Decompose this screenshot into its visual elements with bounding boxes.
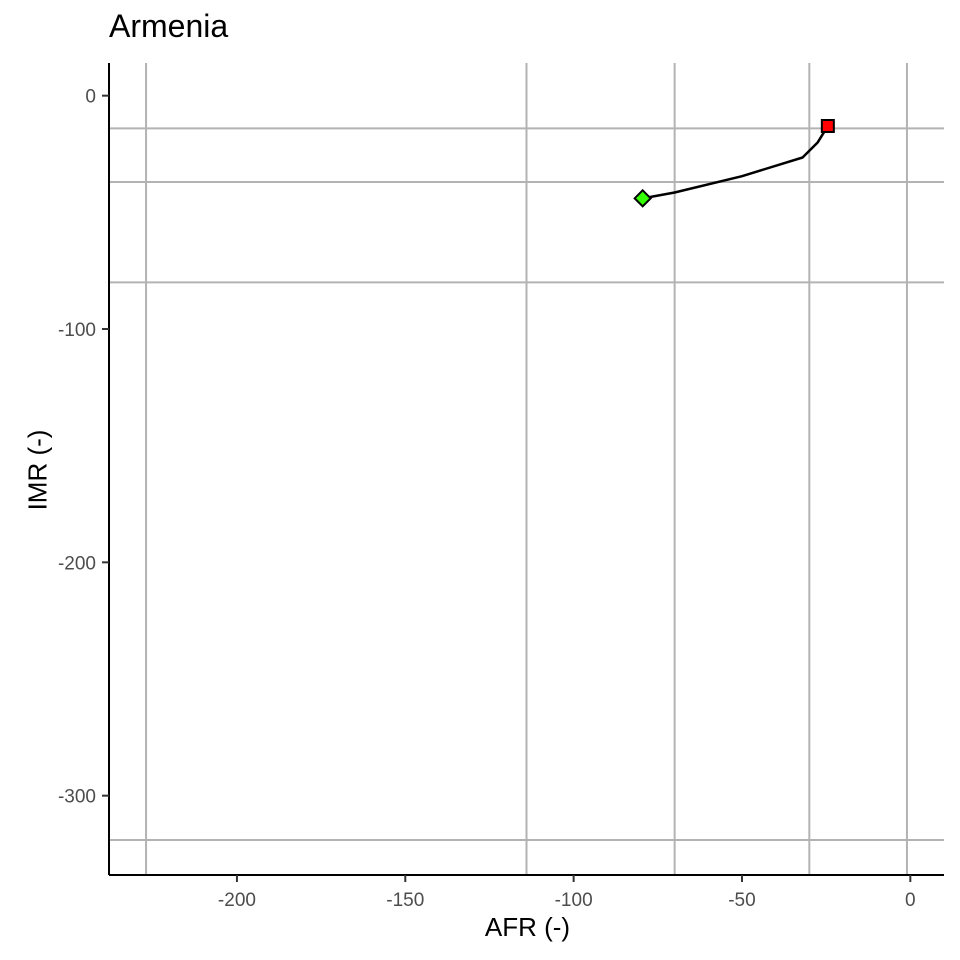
x-tick-label-1: -150 xyxy=(386,890,424,911)
y-tick-label-0: 0 xyxy=(85,87,96,108)
start-point-marker xyxy=(633,188,653,208)
y-tick-label-2: -200 xyxy=(58,553,96,574)
x-axis-title: AFR (-) xyxy=(484,912,571,942)
chart-title: Armenia xyxy=(109,8,229,44)
x-tick-label-0: -200 xyxy=(218,890,256,911)
series-line-0 xyxy=(642,125,829,200)
x-tick-label-3: -50 xyxy=(728,890,755,911)
end-point-marker xyxy=(820,119,835,133)
y-tick-label-1: -100 xyxy=(58,320,96,341)
x-tick-label-2: -100 xyxy=(555,890,593,911)
x-tick-label-4: 0 xyxy=(905,890,916,911)
y-axis-title: IMR (-) xyxy=(22,429,53,511)
y-tick-label-3: -300 xyxy=(58,787,96,808)
